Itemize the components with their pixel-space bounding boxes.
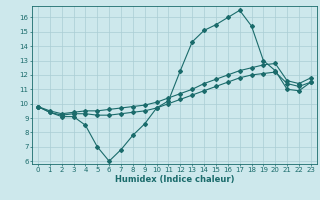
X-axis label: Humidex (Indice chaleur): Humidex (Indice chaleur) — [115, 175, 234, 184]
